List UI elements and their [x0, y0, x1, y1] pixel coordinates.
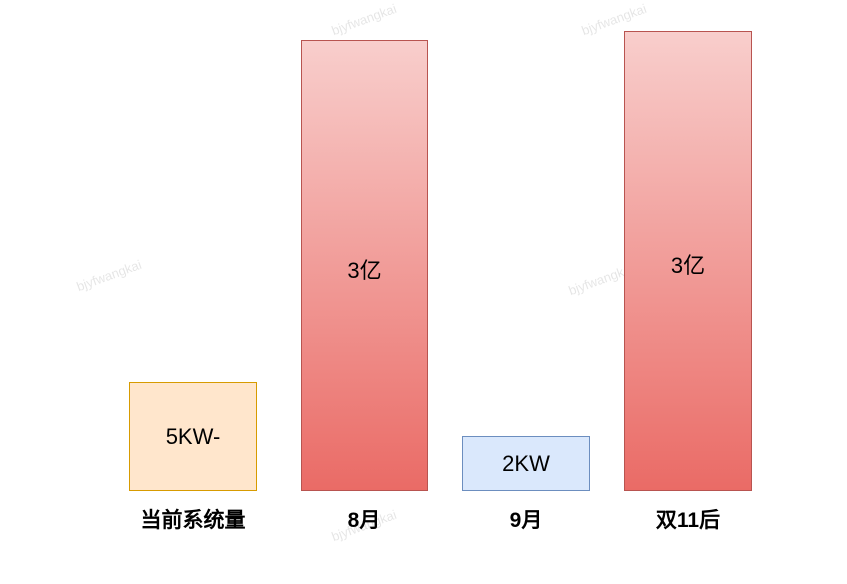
watermark: bjyfwangkai — [329, 0, 399, 39]
category-label-september: 9月 — [509, 509, 543, 532]
category-label-double-11: 双11后 — [655, 509, 721, 532]
bar-value-label: 3亿 — [347, 258, 382, 283]
category-label-august: 8月 — [347, 509, 381, 532]
bar-value-label: 5KW- — [165, 423, 221, 449]
bar-september: 2KW — [462, 436, 590, 491]
bar-current-system: 5KW- — [129, 382, 257, 491]
watermark: bjyfwangkai — [74, 256, 144, 295]
bar-value-label: 3亿 — [670, 253, 706, 278]
bar-august: 3亿 — [301, 40, 428, 491]
category-label-current-system: 当前系统量 — [140, 509, 246, 532]
bar-value-label: 2KW — [502, 450, 550, 476]
bar-double-11: 3亿 — [624, 31, 752, 491]
